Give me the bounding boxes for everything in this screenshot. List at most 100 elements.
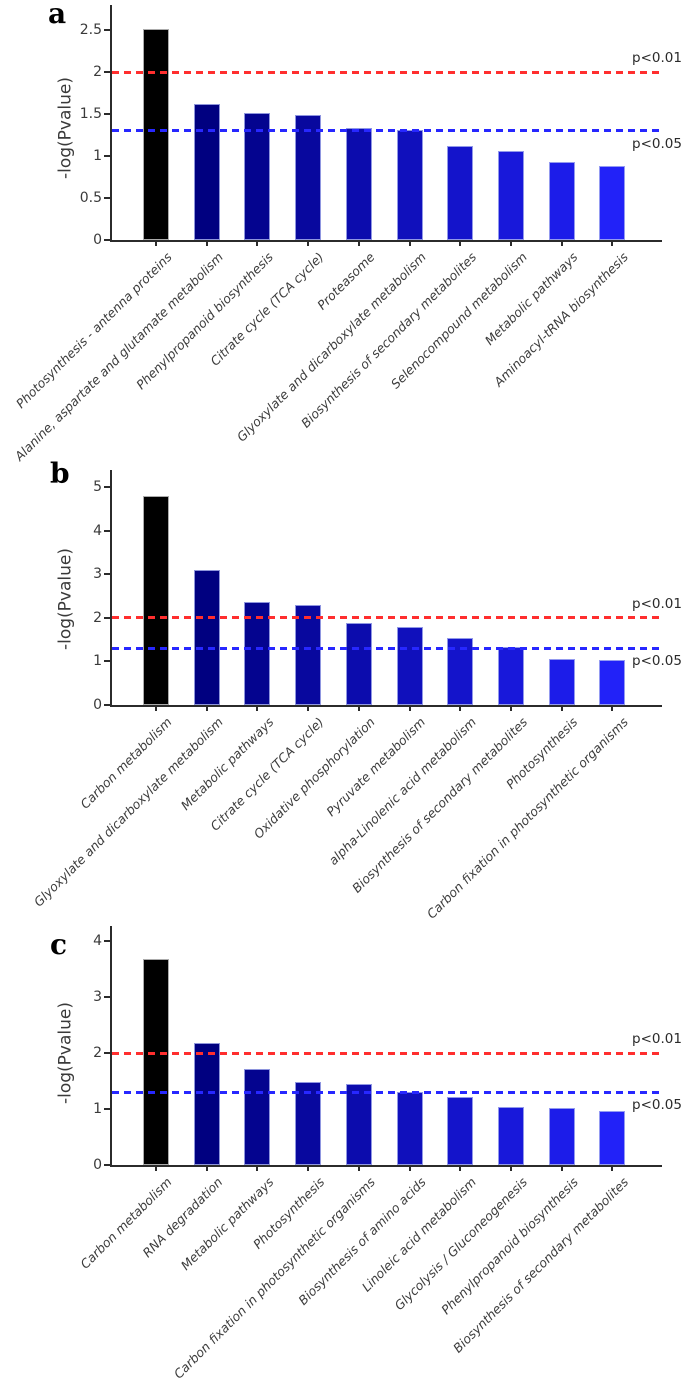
bar-9 — [548, 161, 575, 240]
bar-1 — [143, 959, 169, 1165]
x-tick — [560, 1167, 563, 1171]
y-tick-label: 3 — [93, 989, 102, 1005]
x-tick — [155, 242, 157, 246]
bar-9 — [548, 1107, 575, 1165]
y-tick — [104, 1108, 110, 1110]
x-tick — [408, 1167, 411, 1171]
y-tick-label: 1 — [93, 148, 102, 164]
bar-5 — [345, 128, 372, 240]
x-tick — [560, 242, 563, 246]
y-axis-spine — [110, 5, 112, 240]
y-tick-label: 0 — [93, 232, 102, 248]
threshold-line-p001 — [112, 616, 662, 620]
x-axis-label: Carbon metabolism — [77, 1174, 175, 1272]
y-tick-label: 0 — [93, 1157, 102, 1173]
bar-5 — [345, 1083, 372, 1165]
x-axis-label: Metabolic pathways — [481, 249, 581, 349]
x-axis-label: Metabolic pathways — [177, 1174, 277, 1274]
x-tick — [459, 707, 462, 711]
y-tick — [104, 996, 110, 998]
y-axis-spine — [110, 470, 112, 705]
bar-3 — [244, 113, 271, 240]
threshold-label-p005: p<0.05 — [632, 1097, 682, 1114]
y-tick-label: 4 — [93, 522, 102, 539]
threshold-line-p005 — [112, 129, 662, 133]
bar-4 — [295, 605, 322, 705]
x-tick — [205, 1167, 208, 1171]
y-tick — [104, 486, 110, 488]
x-tick — [509, 242, 512, 246]
plot-area-b: 0 1 2 3 4 5 Carbon metabolism Glyoxylate and di… — [0, 455, 685, 921]
x-tick — [408, 242, 411, 246]
panel-b: b -log(Pvalue) 0 1 2 3 4 5 Carbon metabolism Gl… — [0, 455, 685, 922]
bar-2 — [193, 569, 220, 705]
y-tick — [104, 1164, 110, 1166]
x-tick — [509, 1167, 512, 1171]
bar-10 — [599, 660, 626, 705]
plot-area-a: 0 0.5 1 1.5 2 2.5 Photosynthesis - antenna pro… — [0, 0, 685, 464]
bar-8 — [497, 150, 524, 240]
bar-10 — [599, 166, 626, 240]
x-tick — [611, 707, 614, 711]
y-tick-label: 0.5 — [79, 190, 102, 206]
panel-a: a -log(Pvalue) 0 0.5 1 1.5 2 2.5 Photosynthesi… — [0, 0, 685, 464]
bar-6 — [396, 626, 423, 705]
y-tick-label: 2 — [93, 64, 102, 80]
x-tick — [256, 242, 259, 246]
x-tick — [307, 707, 310, 711]
x-tick — [256, 707, 259, 711]
x-tick — [357, 1167, 360, 1171]
x-tick — [256, 1167, 259, 1171]
y-tick — [104, 529, 110, 532]
y-tick-label: 2 — [93, 1045, 102, 1061]
threshold-label-p005: p<0.05 — [632, 653, 682, 670]
x-tick — [611, 242, 614, 246]
x-axis-label: Alanine, aspartate and glutamate metabol… — [11, 249, 226, 464]
threshold-label-p001: p<0.01 — [632, 595, 682, 612]
x-axis-label: Carbon metabolism — [77, 714, 175, 812]
y-tick — [104, 29, 110, 31]
bar-2 — [193, 1043, 220, 1165]
y-tick-label: 5 — [93, 479, 102, 495]
threshold-line-p001 — [112, 70, 662, 74]
panel-letter-b: b — [50, 457, 70, 490]
panel-c: c -log(Pvalue) 0 1 2 3 4 Carbon metabolism RNA… — [0, 920, 685, 1378]
x-tick — [459, 1167, 462, 1171]
x-tick — [155, 707, 157, 711]
bar-6 — [396, 1091, 423, 1165]
x-tick — [205, 242, 208, 246]
bar-6 — [396, 129, 423, 240]
x-axis-spine — [110, 705, 662, 707]
x-tick — [509, 707, 512, 711]
y-tick-label: 2 — [93, 609, 102, 626]
panel-letter-c: c — [50, 928, 68, 961]
x-tick — [357, 242, 360, 246]
bar-3 — [244, 1068, 271, 1165]
y-tick — [104, 616, 110, 619]
x-tick — [408, 707, 411, 711]
plot-area-c: 0 1 2 3 4 Carbon metabolism RNA degradation Met… — [0, 920, 685, 1378]
y-tick — [104, 71, 110, 73]
bar-2 — [193, 103, 220, 240]
x-axis-label: Glyoxylate and dicarboxylate metabolism — [233, 249, 429, 445]
threshold-label-p001: p<0.01 — [632, 50, 682, 66]
bar-4 — [295, 1082, 322, 1165]
bar-5 — [345, 623, 372, 705]
x-tick — [459, 242, 462, 246]
x-tick — [205, 707, 208, 711]
y-tick — [104, 113, 110, 115]
y-tick-label: 2.5 — [79, 22, 102, 38]
bar-8 — [497, 647, 524, 705]
y-axis-spine — [110, 926, 112, 1165]
x-tick — [357, 707, 360, 711]
bar-4 — [295, 114, 322, 240]
threshold-line-p005 — [112, 646, 662, 650]
y-tick-label: 1.5 — [79, 106, 102, 122]
x-tick — [155, 1167, 157, 1171]
bar-1 — [143, 495, 169, 705]
y-tick — [104, 197, 110, 199]
y-tick-label: 4 — [93, 933, 102, 949]
x-tick — [560, 707, 563, 711]
bar-10 — [599, 1111, 626, 1165]
